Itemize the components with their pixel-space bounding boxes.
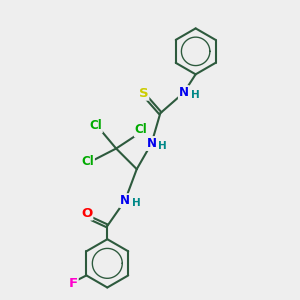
Text: N: N: [120, 194, 130, 207]
Text: H: H: [158, 142, 167, 152]
Text: Cl: Cl: [89, 119, 102, 132]
Text: S: S: [139, 87, 148, 100]
Text: H: H: [132, 198, 140, 208]
Text: Cl: Cl: [81, 155, 94, 168]
Text: N: N: [146, 137, 157, 150]
Text: H: H: [191, 90, 200, 100]
Text: O: O: [81, 206, 92, 220]
Text: Cl: Cl: [135, 124, 148, 136]
Text: N: N: [179, 86, 189, 99]
Text: F: F: [69, 277, 78, 290]
